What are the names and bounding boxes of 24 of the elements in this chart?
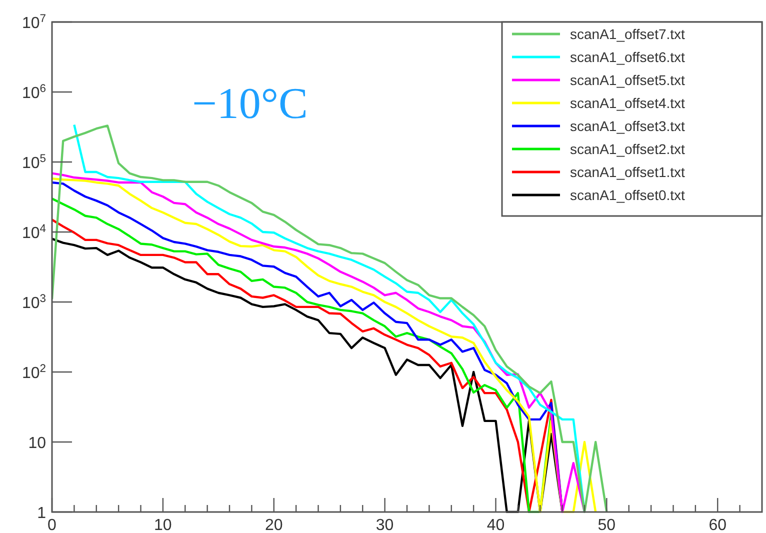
x-tick-label: 40	[486, 517, 505, 533]
y-tick-label: 10$^{6}$	[22, 83, 46, 102]
legend-label: scanA1_offset3.txt	[570, 118, 686, 134]
x-tick-label: 50	[598, 517, 616, 533]
y-tick-label: 10$^{3}$	[22, 293, 46, 312]
y-tick-label: 10$^{4}$	[22, 223, 46, 242]
x-tick-label: 20	[264, 517, 283, 533]
x-tick-label: 10	[154, 517, 172, 533]
y-tick-label: 10$^{5}$	[22, 153, 46, 172]
x-tick-label: 30	[376, 517, 394, 533]
legend-label: scanA1_offset7.txt	[570, 26, 686, 42]
legend-label: scanA1_offset0.txt	[570, 187, 686, 203]
legend-label: scanA1_offset4.txt	[570, 95, 686, 111]
annotation: −10°C	[192, 79, 308, 128]
y-tick-label: 1	[37, 505, 46, 522]
legend-label: scanA1_offset6.txt	[570, 49, 686, 65]
legend-label: scanA1_offset5.txt	[570, 72, 686, 88]
legend-label: scanA1_offset2.txt	[570, 141, 686, 157]
x-tick-label: 60	[708, 517, 727, 533]
y-tick-label: 10	[28, 435, 46, 452]
legend-label: scanA1_offset1.txt	[570, 164, 686, 180]
y-tick-label: 10$^{2}$	[22, 363, 46, 382]
x-tick-label: 0	[48, 517, 57, 533]
y-tick-label: 10$^{7}$	[22, 13, 46, 32]
